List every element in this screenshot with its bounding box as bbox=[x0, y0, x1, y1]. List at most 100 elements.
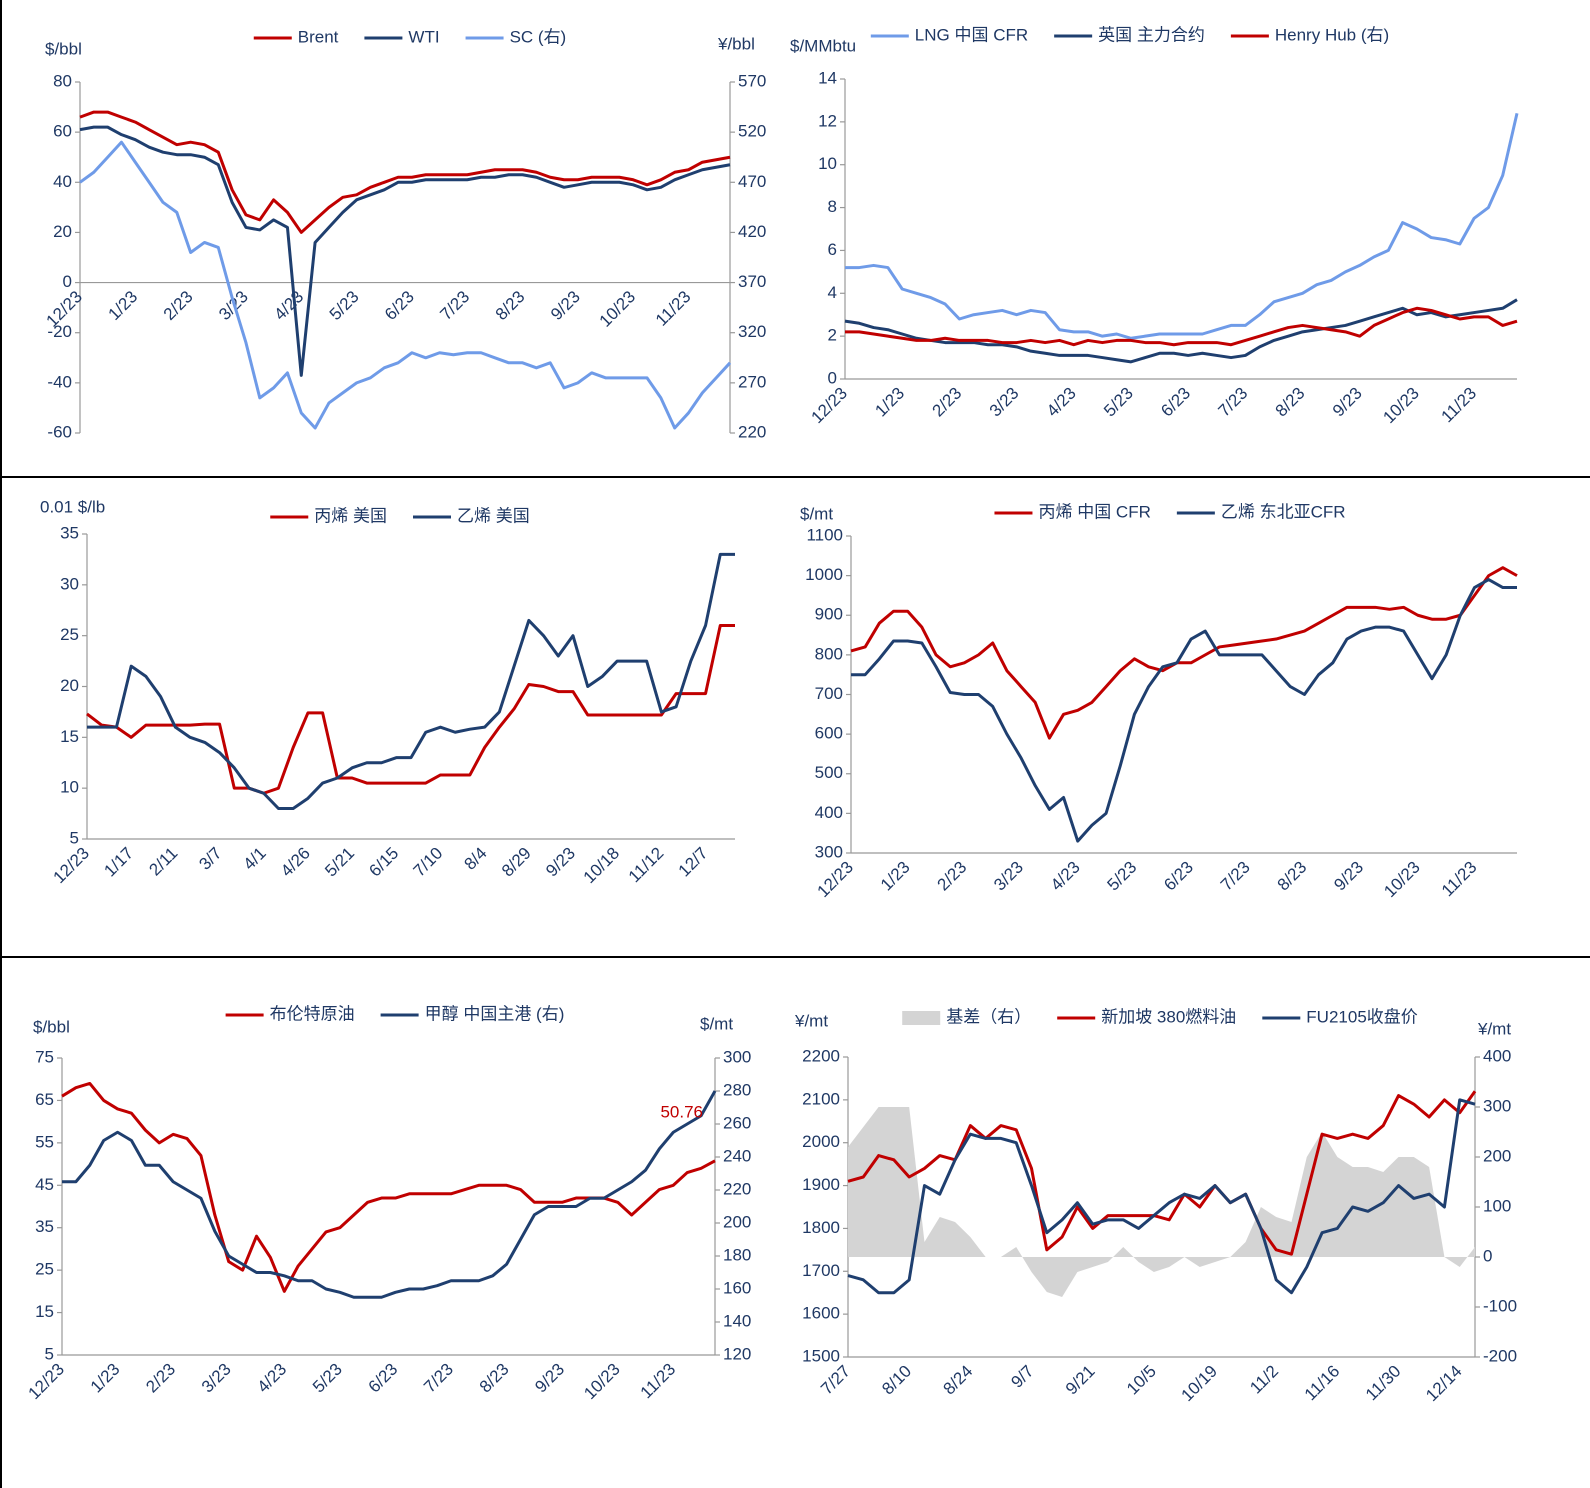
legend-label: Henry Hub (右) bbox=[1275, 25, 1389, 44]
y2-axis-label: ¥/bbl bbox=[717, 34, 755, 53]
legend-label: 英国 主力合约 bbox=[1098, 25, 1205, 44]
x-tick-label: 10/23 bbox=[1379, 384, 1423, 428]
x-tick-label: 11/12 bbox=[625, 844, 668, 887]
x-tick-label: 11/23 bbox=[1437, 384, 1480, 427]
y-tick-label: 35 bbox=[35, 1217, 54, 1236]
x-tick-label: 6/23 bbox=[1160, 858, 1197, 895]
area bbox=[848, 1107, 1475, 1297]
y-tick-label: 1500 bbox=[802, 1346, 840, 1365]
y-tick-label: 400 bbox=[815, 803, 843, 822]
y-axis-label: 0.01 $/lb bbox=[40, 497, 105, 516]
line bbox=[79, 125, 731, 377]
x-tick-label: 5/23 bbox=[326, 287, 363, 324]
y-tick-label: 55 bbox=[35, 1132, 54, 1151]
x-tick-label: 4/23 bbox=[253, 1360, 290, 1397]
y-tick-label: 14 bbox=[818, 68, 837, 87]
x-tick-label: 2/23 bbox=[934, 858, 971, 895]
y-tick-label: 6 bbox=[828, 240, 837, 259]
x-tick-label: 7/23 bbox=[436, 287, 473, 324]
x-tick-label: 2/23 bbox=[929, 384, 966, 421]
x-tick-label: 9/23 bbox=[547, 287, 584, 324]
x-tick-label: 1/23 bbox=[87, 1360, 124, 1397]
x-tick-label: 8/23 bbox=[476, 1360, 513, 1397]
x-tick-label: 6/23 bbox=[381, 287, 418, 324]
x-tick-label: 9/21 bbox=[1062, 1362, 1099, 1399]
y2-tick-label: 370 bbox=[738, 272, 766, 291]
y-tick-label: -40 bbox=[47, 372, 72, 391]
annotation: 50.76 bbox=[660, 1102, 703, 1121]
y-tick-label: 5 bbox=[45, 1344, 54, 1363]
x-tick-label: 4/23 bbox=[1043, 384, 1080, 421]
x-tick-label: 9/23 bbox=[542, 844, 579, 881]
y2-tick-label: 140 bbox=[723, 1311, 751, 1330]
y-tick-label: 10 bbox=[818, 154, 837, 173]
y-tick-label: 25 bbox=[60, 625, 79, 644]
x-tick-label: 8/4 bbox=[460, 844, 490, 874]
legend-label: 乙烯 美国 bbox=[457, 506, 530, 525]
y2-axis-label: $/mt bbox=[700, 1014, 733, 1033]
y-tick-label: 2200 bbox=[802, 1046, 840, 1065]
y-tick-label: 40 bbox=[53, 172, 72, 191]
y2-tick-label: 120 bbox=[723, 1344, 751, 1363]
y2-tick-label: 270 bbox=[738, 372, 766, 391]
x-tick-label: 5/23 bbox=[309, 1360, 346, 1397]
y-tick-label: 1700 bbox=[802, 1261, 840, 1280]
x-tick-label: 7/10 bbox=[410, 844, 447, 881]
line bbox=[61, 1081, 716, 1293]
legend-label: 丙烯 中国 CFR bbox=[1038, 502, 1150, 521]
y2-tick-label: 100 bbox=[1483, 1196, 1511, 1215]
y2-tick-label: 220 bbox=[723, 1179, 751, 1198]
y-tick-label: 45 bbox=[35, 1175, 54, 1194]
y2-tick-label: 220 bbox=[738, 422, 766, 441]
y2-tick-label: 260 bbox=[723, 1113, 751, 1132]
x-tick-label: 11/30 bbox=[1362, 1362, 1405, 1405]
y-tick-label: 80 bbox=[53, 71, 72, 90]
legend-label: 布伦特原油 bbox=[270, 1004, 355, 1023]
y-tick-label: 15 bbox=[60, 727, 79, 746]
x-tick-label: 3/23 bbox=[990, 858, 1027, 895]
x-tick-label: 1/23 bbox=[877, 858, 914, 895]
legend-label: FU2105收盘价 bbox=[1306, 1007, 1417, 1026]
y-tick-label: 900 bbox=[815, 605, 843, 624]
x-tick-label: 2/23 bbox=[142, 1360, 179, 1397]
y-tick-label: 65 bbox=[35, 1090, 54, 1109]
y2-tick-label: 200 bbox=[723, 1212, 751, 1231]
y2-tick-label: 280 bbox=[723, 1080, 751, 1099]
x-tick-label: 12/23 bbox=[24, 1360, 68, 1404]
y2-tick-label: -100 bbox=[1483, 1296, 1517, 1315]
y-tick-label: 20 bbox=[60, 676, 79, 695]
y-tick-label: 1900 bbox=[802, 1175, 840, 1194]
x-tick-label: 11/2 bbox=[1246, 1362, 1282, 1398]
x-tick-label: 2/11 bbox=[145, 844, 181, 880]
legend-label: 新加坡 380燃料油 bbox=[1101, 1007, 1236, 1026]
x-tick-label: 4/26 bbox=[277, 844, 314, 881]
legend-label: 丙烯 美国 bbox=[314, 506, 387, 525]
y-axis-label: $/mt bbox=[800, 504, 833, 523]
x-tick-label: 3/23 bbox=[198, 1360, 235, 1397]
y2-tick-label: 240 bbox=[723, 1146, 751, 1165]
x-tick-label: 11/23 bbox=[652, 287, 695, 330]
y-tick-label: 1600 bbox=[802, 1304, 840, 1323]
legend-label: SC (右) bbox=[510, 27, 567, 46]
line bbox=[62, 1090, 717, 1299]
x-tick-label: 3/23 bbox=[986, 384, 1023, 421]
y-tick-label: 600 bbox=[815, 724, 843, 743]
y-axis-label: $/MMbtu bbox=[790, 36, 856, 55]
y-tick-label: 15 bbox=[35, 1302, 54, 1321]
y-tick-label: 1000 bbox=[805, 565, 843, 584]
y-tick-label: 300 bbox=[815, 842, 843, 861]
x-tick-label: 7/23 bbox=[1217, 858, 1254, 895]
y2-tick-label: 400 bbox=[1483, 1046, 1511, 1065]
x-tick-label: 11/23 bbox=[637, 1360, 680, 1403]
y-tick-label: 60 bbox=[53, 122, 72, 141]
y-tick-label: 2100 bbox=[802, 1089, 840, 1108]
y-tick-label: -20 bbox=[47, 322, 72, 341]
line bbox=[845, 306, 1518, 347]
y-axis-label: $/bbl bbox=[33, 1017, 70, 1036]
y-tick-label: 10 bbox=[60, 778, 79, 797]
y-tick-label: 35 bbox=[60, 523, 79, 542]
x-tick-label: 1/17 bbox=[100, 844, 137, 881]
legend-label: 基差（右） bbox=[946, 1007, 1031, 1026]
x-tick-label: 5/23 bbox=[1104, 858, 1141, 895]
x-tick-label: 4/23 bbox=[270, 287, 307, 324]
